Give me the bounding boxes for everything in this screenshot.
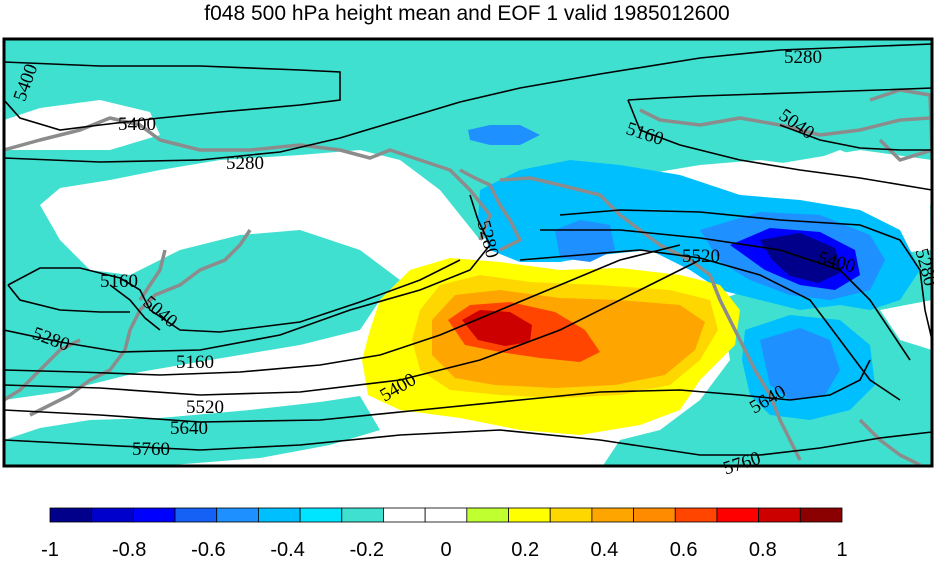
colorbar-tick-label: 0 [440,539,451,558]
colorbar-tick-label: -0.6 [191,539,225,558]
colorbar-swatch [383,507,426,523]
eof-neg-01 [468,125,540,145]
colorbar-tick-label: -0.2 [350,539,384,558]
colorbar-tick-label: -0.8 [112,539,146,558]
colorbar-tick-label: 0.4 [590,539,618,558]
colorbar [49,507,843,523]
colorbar-swatch [549,507,593,523]
contour-label: 5160 [176,352,214,373]
coastline-asia [4,116,492,241]
eof-neg-08 [760,328,840,400]
colorbar-tick-label: 0.6 [670,539,698,558]
contour-5040-west [109,284,161,331]
contour-5280-west [4,194,491,353]
eof-white-east-pocket [880,300,932,350]
contour-5160-west [7,259,461,333]
colorbar-swatch [633,507,676,523]
colorbar-swatch [258,507,301,523]
contour-label: 5400 [118,114,156,135]
contour-5520-west [4,259,701,396]
eof-shading [4,39,932,466]
map-title: f048 500 hPa height mean and EOF 1 valid… [204,2,730,25]
height-contours [4,43,932,456]
colorbar-swatch [341,507,384,523]
colorbar-swatch [508,507,551,523]
contour-5760-west [4,429,932,456]
colorbar-swatch [758,507,801,523]
coastline-baja [858,418,921,466]
contour-5640-west [4,359,871,423]
contour-5400-east [540,229,911,361]
colorbar-swatch [591,507,634,523]
colorbar-swatch [299,507,343,523]
contour-5160-ne [627,87,932,101]
colorbar-tick-label: 0.8 [749,539,777,558]
coastline-china [4,338,81,402]
contour-5280-ne [559,209,932,341]
contour-5160-ne-b [627,99,932,191]
contour-label: 5520 [186,397,224,418]
eof-neg-06 [760,233,842,283]
colorbar-tick-label: 1 [836,539,847,558]
eof-cyan-island-1 [195,252,350,320]
coastline-alaska [499,176,802,461]
contour-label: 5280 [784,47,822,68]
contour-label: 5760 [132,439,170,460]
contour-label: 5640 [170,418,208,439]
contour-5160-loop [7,284,130,313]
contour-5040-ne [779,124,932,151]
colorbar-swatch [132,507,176,523]
contour-5280-north [4,43,932,163]
contour-label: 5520 [682,246,720,267]
colorbar-swatch [216,507,259,523]
colorbar-tick-label: -1 [41,539,59,558]
colorbar-tick-label: -0.4 [270,539,304,558]
map-frame [2,37,934,468]
contour-5400-west [4,244,681,376]
colorbar-swatch [49,507,93,523]
colorbar-swatch [174,507,218,523]
colorbar-swatch [716,507,760,523]
colorbar-swatch [91,507,134,523]
eof-cyan-island-2 [4,396,380,466]
eof-white-ne [740,150,932,205]
colorbar-tick-label: 0.2 [511,539,539,558]
colorbar-swatch [466,507,509,523]
colorbar-swatch [424,507,468,523]
coastline-sakhalin [138,249,167,301]
colorbar-swatch [674,507,718,523]
contour-5520-east [519,249,901,401]
coastline-kamchatka [459,168,522,252]
contour-label: 5160 [100,271,138,292]
colorbar-swatch [799,507,843,523]
contour-label: 5280 [226,153,264,174]
coastline-japan [29,229,252,417]
contour-5400-north [4,61,341,131]
colorbar-ticks: -1 -0.8 -0.6 -0.4 -0.2 0 0.2 0.4 0.6 0.8 1 [41,539,847,561]
